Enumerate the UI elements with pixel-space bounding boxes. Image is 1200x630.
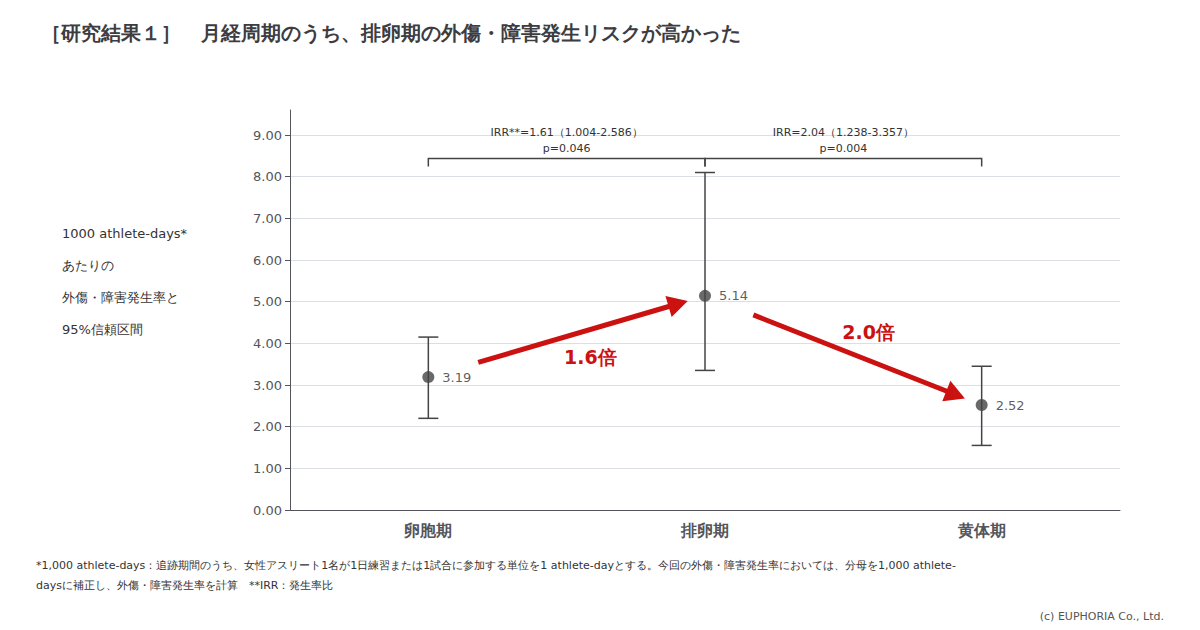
svg-text:4.00: 4.00 xyxy=(253,336,282,351)
svg-text:*1,000 athlete-days：追跡期間のうち、女性: *1,000 athlete-days：追跡期間のうち、女性アスリート1名が1日… xyxy=(36,559,956,572)
svg-text:［研究結果１］ 月経周期のうち、排卵期の外傷・障害発生リスク: ［研究結果１］ 月経周期のうち、排卵期の外傷・障害発生リスクが高かった xyxy=(41,21,741,45)
svg-text:黄体期: 黄体期 xyxy=(957,521,1006,540)
svg-text:7.00: 7.00 xyxy=(253,211,282,226)
svg-text:IRR**=1.61（1.004-2.586）: IRR**=1.61（1.004-2.586） xyxy=(491,126,643,139)
svg-text:8.00: 8.00 xyxy=(253,169,282,184)
svg-text:p=0.004: p=0.004 xyxy=(819,142,867,155)
svg-text:3.19: 3.19 xyxy=(442,370,471,385)
svg-text:2.00: 2.00 xyxy=(253,419,282,434)
svg-text:IRR=2.04（1.238-3.357）: IRR=2.04（1.238-3.357） xyxy=(773,126,914,139)
svg-text:排卵期: 排卵期 xyxy=(680,521,729,540)
svg-text:5.00: 5.00 xyxy=(253,294,282,309)
svg-text:0.00: 0.00 xyxy=(253,503,282,518)
svg-text:1.00: 1.00 xyxy=(253,461,282,476)
svg-text:1.6倍: 1.6倍 xyxy=(564,346,617,368)
svg-text:3.00: 3.00 xyxy=(253,378,282,393)
svg-text:卵胞期: 卵胞期 xyxy=(403,521,452,540)
svg-text:5.14: 5.14 xyxy=(719,288,748,303)
svg-text:(c) EUPHORIA Co., Ltd.: (c) EUPHORIA Co., Ltd. xyxy=(1040,610,1164,623)
svg-text:2.0倍: 2.0倍 xyxy=(842,321,895,343)
svg-text:95%信頼区間: 95%信頼区間 xyxy=(62,322,143,337)
svg-text:daysに補正し、外傷・障害発生率を計算 **IRR：発生率: daysに補正し、外傷・障害発生率を計算 **IRR：発生率比 xyxy=(36,579,334,592)
svg-text:あたりの: あたりの xyxy=(62,258,114,273)
svg-text:6.00: 6.00 xyxy=(253,253,282,268)
svg-text:9.00: 9.00 xyxy=(253,128,282,143)
svg-text:p=0.046: p=0.046 xyxy=(543,142,591,155)
svg-text:外傷・障害発生率と: 外傷・障害発生率と xyxy=(62,290,179,305)
svg-text:2.52: 2.52 xyxy=(996,398,1025,413)
svg-text:1000 athlete-days*: 1000 athlete-days* xyxy=(62,226,188,241)
